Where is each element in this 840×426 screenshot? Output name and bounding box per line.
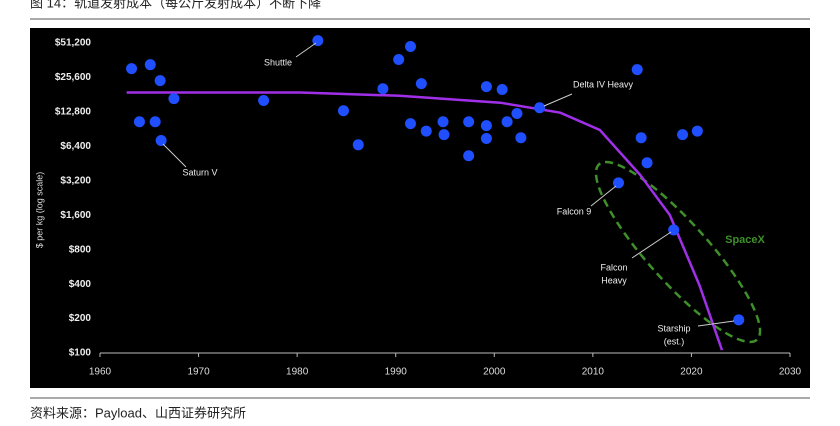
data-point [126, 63, 138, 75]
data-point [463, 116, 475, 128]
annotation-label: Falcon 9 [557, 206, 592, 216]
data-point [496, 83, 508, 95]
data-point [154, 75, 166, 87]
data-point [420, 125, 432, 137]
annotation-leader [162, 143, 187, 168]
y-tick-label: $800 [69, 244, 92, 255]
annotation-label: Starship [657, 323, 690, 333]
y-tick-label: $1,600 [60, 210, 91, 221]
annotation-label: Heavy [601, 275, 627, 285]
trend-line [126, 91, 724, 351]
x-tick-label: 1980 [286, 367, 309, 378]
annotation-leader [631, 231, 672, 259]
data-point [677, 129, 689, 141]
data-point [501, 116, 513, 128]
data-point [155, 134, 167, 146]
annotation-label: Shuttle [264, 57, 292, 67]
figure-title: 图 14：轨道发射成本（每公斤发射成本）不断下降 [30, 0, 321, 10]
annotation-label: Falcon [600, 262, 627, 272]
data-point [168, 93, 180, 105]
data-point [641, 157, 653, 169]
group-label: SpaceX [725, 234, 765, 246]
annotation-label: Saturn V [182, 167, 217, 177]
data-point [534, 102, 546, 114]
x-tick-label: 1990 [385, 367, 408, 378]
data-point [133, 116, 145, 128]
x-tick-label: 2010 [582, 367, 605, 378]
annotation-leader [697, 320, 735, 327]
y-tick-label: $51,200 [55, 38, 92, 49]
x-tick-label: 2020 [680, 367, 703, 378]
annotation-label: Delta IV Heavy [573, 79, 634, 89]
x-tick-label: 1970 [187, 367, 210, 378]
data-point [337, 105, 349, 117]
data-point [480, 120, 492, 132]
y-tick-label: $400 [69, 279, 92, 290]
data-point [635, 132, 647, 144]
annotation-leader [590, 185, 617, 207]
data-point [612, 177, 624, 189]
x-tick-label: 1960 [89, 367, 112, 378]
data-point [405, 118, 416, 130]
source-note: 资料来源：Payload、山西证券研究所 [30, 405, 246, 420]
spacex-group-outline [594, 160, 762, 344]
data-point [438, 129, 450, 141]
y-tick-label: $25,600 [55, 72, 92, 83]
data-point [463, 150, 475, 162]
x-tick-label: 2030 [779, 367, 802, 378]
annotation-leader [295, 42, 317, 58]
data-point [377, 83, 389, 95]
data-point [258, 94, 270, 106]
data-point [437, 116, 449, 128]
data-point [405, 41, 416, 53]
data-point [149, 116, 161, 128]
annotation-leader [543, 93, 573, 107]
data-point [668, 224, 680, 236]
data-point [515, 132, 527, 144]
data-point [415, 78, 427, 90]
data-point [480, 132, 492, 144]
data-point [144, 59, 156, 71]
data-point [631, 64, 643, 76]
y-tick-label: $200 [69, 313, 92, 324]
data-point [733, 314, 745, 326]
data-point [393, 54, 405, 66]
y-tick-label: $100 [69, 348, 92, 359]
y-tick-label: $3,200 [60, 175, 91, 186]
annotation-label: (est.) [664, 336, 685, 346]
y-axis-label: $ per kg (log scale) [34, 172, 44, 249]
y-tick-label: $12,800 [55, 107, 92, 118]
data-point [511, 107, 523, 119]
data-point [691, 125, 703, 137]
data-point [352, 139, 364, 151]
x-tick-label: 2000 [483, 367, 506, 378]
y-tick-label: $6,400 [60, 141, 91, 152]
data-point [480, 81, 492, 93]
